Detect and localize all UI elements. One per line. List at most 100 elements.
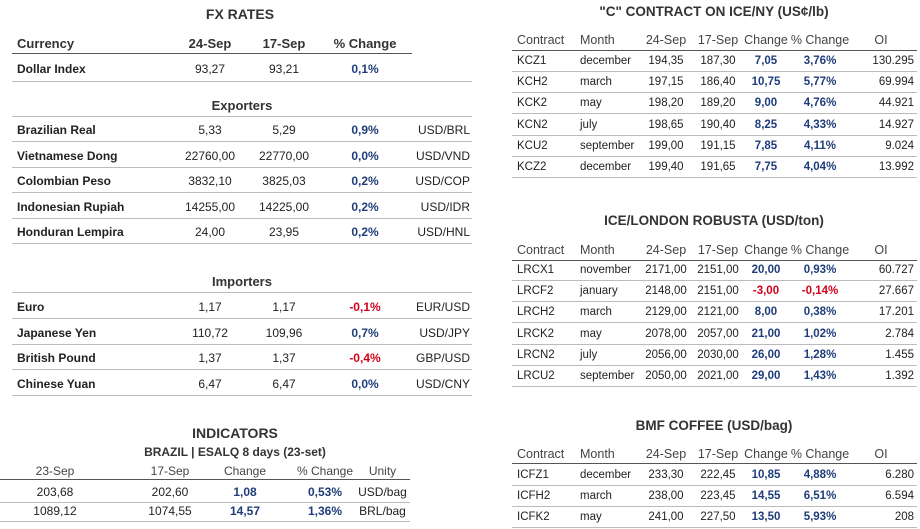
contract-cell: 238,00: [648, 490, 684, 502]
ice-ny-title: "C" CONTRACT ON ICE/NY (US¢/lb): [599, 4, 829, 19]
indicators-header: 17-Sep: [150, 464, 190, 478]
contract-cell: -0,14%: [801, 285, 839, 298]
rate-17sep: 23,95: [268, 225, 300, 239]
bmf-header-rule: [512, 463, 917, 464]
contract-cell: 2121,00: [697, 306, 739, 319]
contract-cell: 2057,00: [697, 327, 739, 340]
contract-cell: 44.921: [878, 97, 914, 110]
row-rule: [512, 364, 917, 366]
contract-cell: may: [580, 97, 602, 110]
row-rule: [512, 343, 917, 345]
contract-cell: 2078,00: [645, 327, 687, 340]
contract-cell: ICFZ1: [517, 469, 549, 481]
contract-header: Contract: [517, 243, 565, 257]
fx-header-17sep: 17-Sep: [262, 36, 306, 51]
row-rule: [512, 322, 917, 324]
contract-cell: 187,30: [700, 55, 736, 67]
contract-cell: 194,35: [648, 55, 684, 67]
fx-header-24sep: 24-Sep: [188, 36, 232, 51]
contract-cell: 189,20: [700, 97, 736, 110]
indicators-cell: 1,08: [233, 485, 257, 499]
contract-cell: december: [580, 469, 632, 481]
ice-ny-header-rule: [512, 50, 917, 51]
pct-change: -0,4%: [349, 351, 381, 365]
contract-header: Change: [744, 243, 788, 257]
contract-cell: KCH2: [517, 76, 548, 89]
exporters-rule: [12, 116, 472, 117]
pct-change: 0,2%: [351, 199, 379, 214]
contract-cell: 29,00: [751, 370, 781, 382]
contract-cell: 21,00: [751, 327, 781, 340]
contract-cell: 60.727: [878, 264, 914, 276]
contract-cell: 4,88%: [803, 469, 837, 481]
contract-cell: 1.392: [885, 370, 914, 382]
contract-cell: KCZ2: [517, 161, 547, 173]
dollar-index-pct: 0,1%: [351, 62, 379, 76]
rate-17sep: 5,29: [272, 123, 296, 137]
contract-cell: 5,93%: [803, 511, 837, 523]
contract-header: Month: [580, 243, 615, 257]
rate-17sep: 1,17: [272, 300, 296, 314]
indicators-header: 23-Sep: [35, 464, 75, 478]
contract-cell: 4,33%: [803, 118, 837, 131]
contract-cell: 2129,00: [645, 306, 687, 319]
rate-17sep: 1,37: [272, 351, 296, 365]
dollar-index-17sep: 93,21: [268, 62, 300, 76]
robusta-header-rule: [512, 260, 917, 261]
row-rule: [512, 301, 917, 303]
indicators-cell: 14,57: [229, 504, 261, 518]
currency-name: Chinese Yuan: [17, 376, 96, 391]
rate-24sep: 1,37: [198, 351, 222, 365]
row-rule: [512, 506, 917, 507]
currency-pair: USD/IDR: [420, 199, 470, 214]
row-rule: [12, 217, 472, 219]
indicators-cell: 0,53%: [307, 485, 343, 499]
contract-header: 24-Sep: [645, 33, 687, 47]
contract-cell: 2056,00: [645, 348, 687, 361]
rate-24sep: 22760,00: [184, 148, 236, 163]
contract-header: Contract: [517, 33, 565, 47]
row-rule: [12, 243, 472, 244]
contract-cell: 4,04%: [803, 161, 837, 173]
indicators-cell: USD/bag: [358, 485, 407, 499]
contract-cell: 26,00: [751, 348, 781, 361]
contract-cell: KCN2: [517, 118, 548, 131]
rate-24sep: 1,17: [198, 300, 222, 314]
currency-name: Euro: [17, 300, 45, 314]
indicators-title: INDICATORS: [192, 425, 278, 441]
pct-change: -0,1%: [349, 300, 381, 314]
contract-header: Month: [580, 33, 615, 47]
contract-cell: LRCK2: [517, 327, 555, 340]
contract-cell: 190,40: [700, 118, 736, 131]
contract-cell: 4,76%: [803, 97, 837, 110]
contract-cell: 1,28%: [803, 348, 837, 361]
contract-header: Contract: [517, 447, 565, 461]
contract-cell: 14.927: [878, 118, 914, 131]
contract-header: OI: [874, 243, 888, 257]
contract-cell: 208: [894, 511, 914, 523]
row-rule: [0, 502, 410, 503]
contract-cell: 13.992: [878, 161, 914, 173]
contract-cell: 20,00: [751, 264, 781, 276]
contract-cell: LRCF2: [517, 285, 554, 298]
indicators-subtitle: BRAZIL | ESALQ 8 days (23-set): [144, 445, 326, 459]
fx-rates-title: FX RATES: [205, 6, 275, 22]
contract-cell: july: [580, 348, 598, 361]
fx-rule: [12, 81, 472, 82]
contract-cell: march: [580, 306, 612, 319]
contract-header: Change: [744, 33, 788, 47]
contract-cell: ICFK2: [517, 511, 550, 523]
indicators-cell: 202,60: [151, 485, 189, 499]
currency-pair: USD/HNL: [417, 225, 470, 239]
contract-cell: 69.994: [878, 76, 914, 89]
contract-cell: 198,20: [648, 97, 684, 110]
contract-cell: 5,77%: [803, 76, 837, 89]
contract-header: Month: [580, 447, 615, 461]
contract-cell: 223,45: [700, 490, 736, 502]
currency-pair: USD/COP: [415, 174, 470, 188]
rate-17sep: 109,96: [265, 325, 303, 340]
row-rule: [512, 527, 917, 528]
contract-header: % Change: [790, 33, 850, 47]
dollar-index-24sep: 93,27: [194, 62, 226, 76]
currency-pair: EUR/USD: [415, 300, 470, 314]
